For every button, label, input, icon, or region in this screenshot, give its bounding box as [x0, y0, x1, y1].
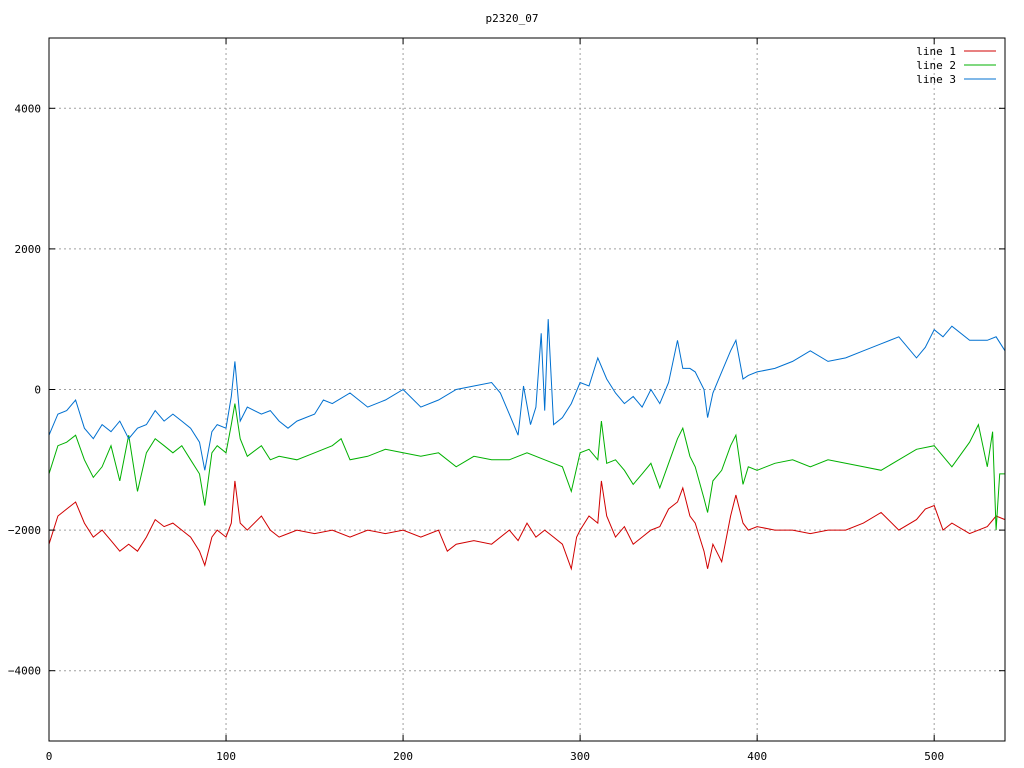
x-tick-label: 100 — [216, 750, 236, 763]
x-tick-label: 300 — [570, 750, 590, 763]
y-tick-label: 2000 — [15, 243, 42, 256]
y-tick-label: 0 — [34, 384, 41, 397]
y-tick-label: −4000 — [8, 665, 41, 678]
legend-label-3: line 3 — [916, 73, 956, 86]
y-tick-label: 4000 — [15, 102, 42, 115]
x-tick-label: 200 — [393, 750, 413, 763]
series-line-2 — [48, 403, 1005, 531]
plot-frame — [48, 37, 1006, 742]
x-tick-label: 400 — [747, 750, 767, 763]
x-tick-label: 500 — [924, 750, 944, 763]
y-tick-label: −2000 — [8, 524, 41, 537]
legend-label-2: line 2 — [916, 59, 956, 72]
series-line-1 — [48, 480, 1006, 571]
series-group — [48, 319, 1006, 571]
axis-ticks: 0 100 200 300 400 500 −4000 −2000 0 2000 4000 — [8, 38, 1005, 763]
x-tick-label: 0 — [46, 750, 53, 763]
chart-title: p2320_07 — [486, 12, 539, 25]
legend-label-1: line 1 — [916, 45, 956, 58]
series-line-3 — [48, 319, 1006, 471]
grid — [49, 38, 1005, 741]
